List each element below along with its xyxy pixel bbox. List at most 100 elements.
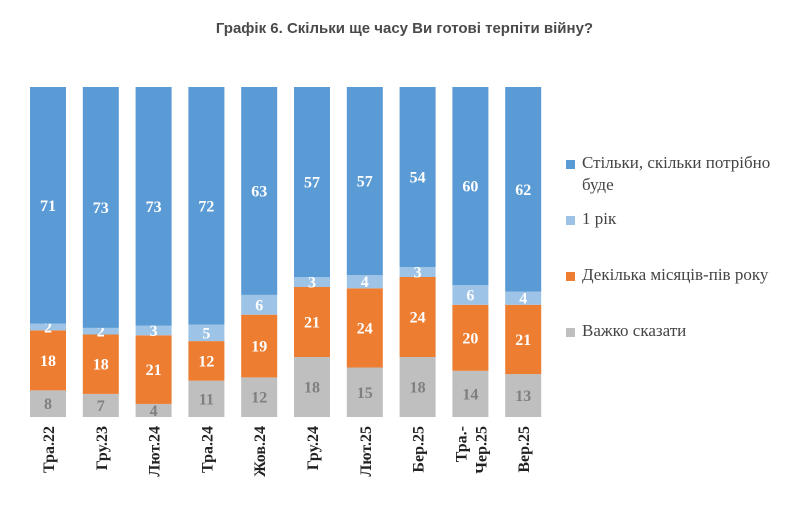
data-label-hard-to-say-4: 11 [199,391,214,408]
category-label-4: Тра.24 [199,426,216,473]
data-label-one-year-9: 6 [466,287,474,304]
bar-segment-hard-to-say-8 [399,357,436,417]
bar-segment-months-6 [294,287,330,357]
data-label-need-9: 60 [462,179,478,196]
bar-segment-need-6 [294,87,330,277]
data-label-one-year-2: 2 [97,324,105,341]
bar-segment-hard-to-say-10 [505,374,542,417]
data-label-hard-to-say-6: 18 [304,380,320,397]
category-label-line: Жов.24 [252,426,269,477]
data-label-one-year-8: 3 [414,265,422,282]
data-label-need-1: 71 [40,198,56,215]
bar-segment-one-year-4 [188,324,225,342]
data-label-one-year-5: 6 [255,297,263,314]
legend-swatch-months [566,272,575,281]
data-label-months-2: 18 [93,357,109,374]
category-label-9: Тра.- Чер.25 [453,426,490,474]
category-label-line: Тра.- [453,426,470,462]
data-label-one-year-7: 4 [361,274,369,291]
data-label-hard-to-say-9: 14 [462,386,478,403]
bar-segment-one-year-5 [241,294,278,315]
bar-segment-need-4 [188,87,225,325]
data-label-one-year-4: 5 [202,325,210,342]
category-label-8: Бер.25 [411,426,428,473]
bar-segment-hard-to-say-9 [452,370,489,417]
category-label-line: Чер.25 [473,426,490,474]
data-label-need-6: 57 [304,175,320,192]
data-label-hard-to-say-3: 4 [150,403,158,420]
data-label-months-3: 21 [146,362,162,379]
bar-segment-months-3 [135,335,172,404]
category-label-line: Гру.23 [94,426,111,470]
category-label-5: Жов.24 [252,426,269,477]
category-label-6: Гру.24 [305,426,322,470]
category-label-3: Лют.24 [147,426,164,477]
legend-swatch-hard-to-say [566,328,575,337]
data-label-months-1: 18 [40,353,56,370]
bar-segment-months-2 [82,334,119,394]
category-label-2: Гру.23 [94,426,111,470]
data-label-months-9: 20 [462,330,478,347]
bar-segment-hard-to-say-1 [30,390,66,417]
legend-label-hard-to-say: Важко сказати [582,321,687,340]
data-label-hard-to-say-10: 13 [515,388,531,405]
legend-label-one-year: 1 рік [582,209,617,228]
bar-segment-hard-to-say-2 [82,393,119,417]
bar-segment-hard-to-say-3 [135,403,172,417]
bar-segment-hard-to-say-7 [346,367,383,417]
data-label-one-year-6: 3 [308,275,316,292]
bar-segment-months-7 [346,288,383,368]
bar-segment-need-3 [135,87,172,326]
data-label-need-7: 57 [357,174,373,191]
bar-segment-need-7 [346,87,383,276]
bar-segment-hard-to-say-4 [188,380,225,417]
data-label-one-year-3: 3 [150,323,158,340]
legend-label-need: Стільки, скільки потрібно буде [582,153,771,194]
category-label-1: Тра.22 [41,426,58,473]
bar-segment-one-year-8 [399,267,436,277]
data-label-months-8: 24 [410,310,426,327]
bar-segment-hard-to-say-6 [294,357,330,417]
data-label-one-year-10: 4 [519,291,527,308]
data-label-need-8: 54 [410,170,426,187]
bar-segment-need-8 [399,87,436,267]
bar-segment-months-5 [241,314,278,378]
data-label-need-10: 62 [515,182,531,199]
bar-segment-one-year-3 [135,325,172,336]
bar-segment-one-year-2 [82,327,119,335]
bar-segment-need-10 [505,87,542,292]
bar-segment-months-4 [188,341,225,381]
bar-segment-one-year-7 [346,275,383,289]
bar-segment-one-year-6 [294,277,330,287]
bar-segment-months-1 [30,330,66,391]
bar-segment-one-year-1 [30,323,66,331]
bar-segment-months-9 [452,304,489,371]
bar-segment-need-9 [452,87,489,285]
category-label-7: Лют.25 [358,426,375,477]
bar-segment-one-year-9 [452,285,489,305]
category-label-line: Бер.25 [411,426,428,473]
bar-segment-need-2 [82,87,119,328]
data-label-one-year-1: 2 [44,320,52,337]
data-label-need-3: 73 [146,199,162,216]
data-label-need-4: 72 [198,198,214,215]
bar-segment-one-year-10 [505,291,542,305]
data-label-need-5: 63 [251,183,267,200]
data-label-hard-to-say-7: 15 [357,385,373,402]
category-label-line: Гру.24 [305,426,322,470]
category-label-line: Тра.24 [199,426,216,473]
data-label-months-5: 19 [251,339,267,356]
legend-swatch-one-year [566,216,575,225]
bar-segment-months-8 [399,277,436,357]
data-label-hard-to-say-5: 12 [251,390,267,407]
chart-title: Графік 6. Скільки ще часу Ви готові терп… [215,20,594,37]
legend-swatch-need [566,160,575,169]
data-label-months-7: 24 [357,320,373,337]
data-label-months-10: 21 [515,332,531,349]
bar-segment-need-5 [241,87,278,295]
data-label-hard-to-say-8: 18 [410,380,426,397]
data-label-months-4: 12 [198,353,214,370]
legend-label-months: Декілька місяців-пів року [582,265,769,284]
category-label-line: Тра.22 [41,426,58,473]
